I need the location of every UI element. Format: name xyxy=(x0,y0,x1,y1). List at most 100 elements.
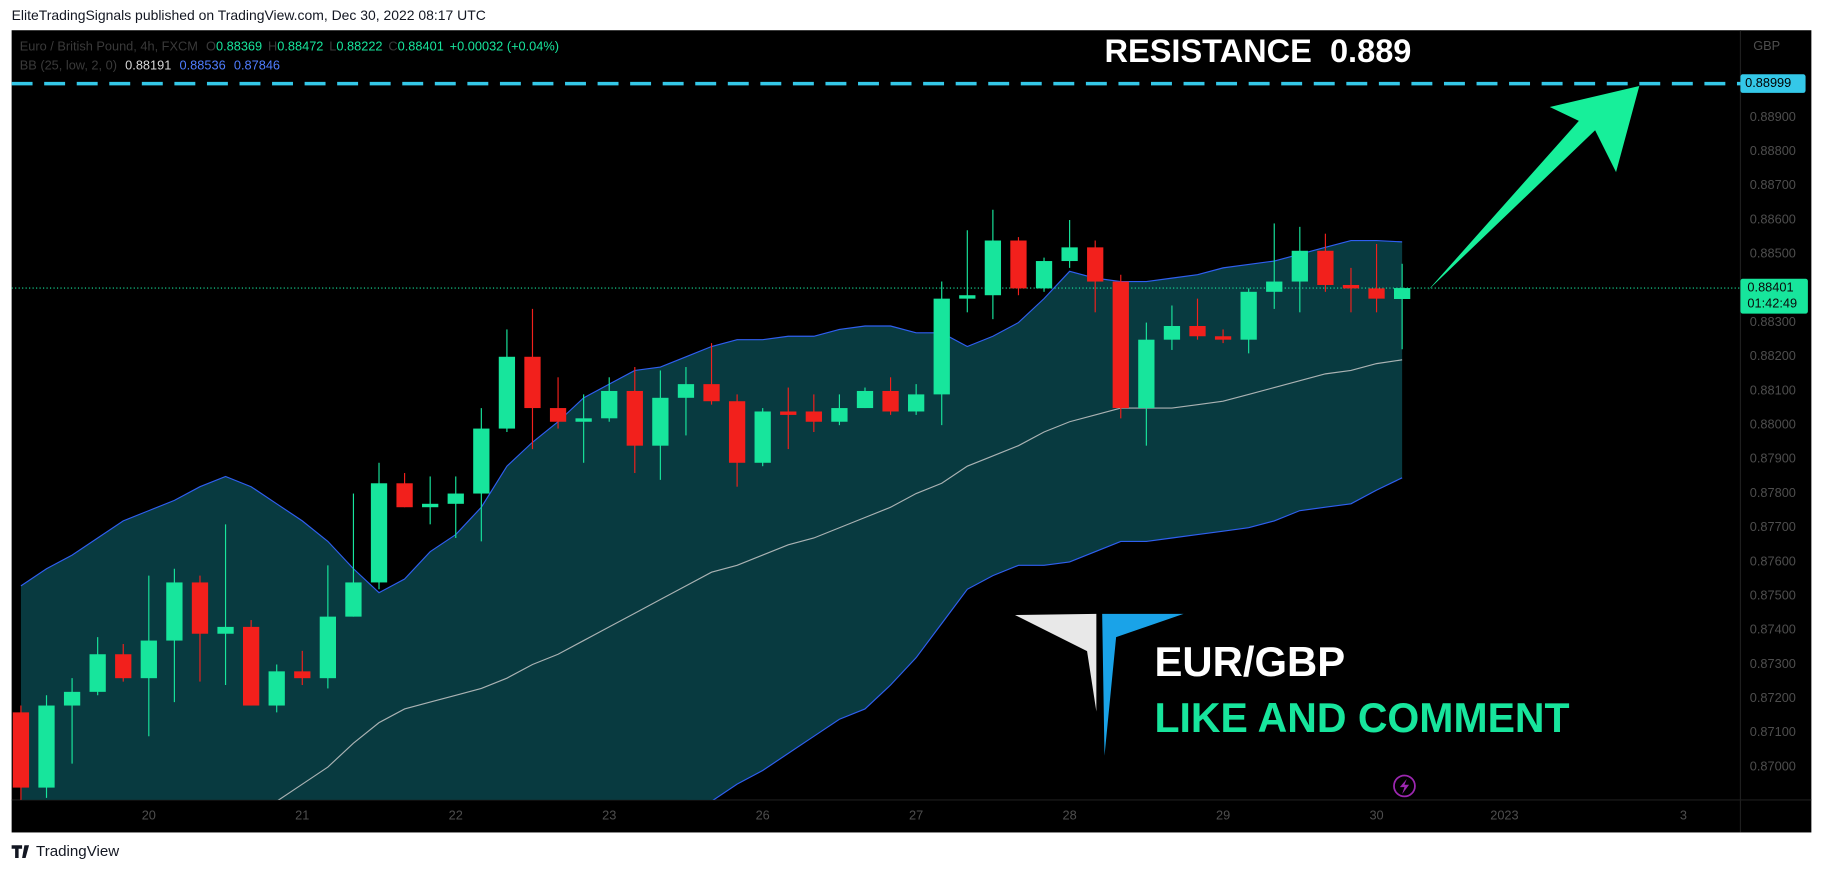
y-tick-label: 0.88200 xyxy=(1750,348,1796,363)
footer-logo xyxy=(11,845,30,859)
ohlc-value: 0.88401 xyxy=(398,39,444,54)
arrow xyxy=(1427,86,1640,291)
y-tick-label: 0.88300 xyxy=(1750,314,1796,329)
lower-value: 0.87846 xyxy=(234,58,280,73)
candle-body xyxy=(1317,250,1334,285)
y-tick-label: 0.87300 xyxy=(1750,656,1796,671)
band-basis xyxy=(277,359,1403,800)
ohlc-label: O xyxy=(206,39,216,54)
candle-body xyxy=(498,356,516,429)
candle-body xyxy=(140,640,157,679)
candle-body xyxy=(703,384,720,402)
x-tick-label: 22 xyxy=(449,808,463,823)
call-annotation: LIKE AND COMMENT xyxy=(1154,694,1569,741)
band-lower xyxy=(712,477,1403,800)
ohlc-value: 0.88369 xyxy=(216,39,262,54)
candle-body xyxy=(524,356,541,409)
candle-body xyxy=(217,626,234,634)
y-tick-label: 0.88900 xyxy=(1750,109,1796,124)
ohlc-label: L xyxy=(329,39,336,54)
y-tick-label: 0.88100 xyxy=(1750,382,1796,397)
candle-body xyxy=(370,483,388,583)
candle-body xyxy=(1087,247,1104,282)
logo-right xyxy=(1102,613,1184,756)
y-tick-label: 0.87500 xyxy=(1750,587,1796,602)
candle-body xyxy=(166,582,183,641)
candle-body xyxy=(1368,288,1385,299)
candle-body xyxy=(831,408,848,422)
candle-body xyxy=(908,394,925,412)
countdown-label: 01:42:49 xyxy=(1747,296,1797,311)
footer-brand: TradingView xyxy=(36,843,119,860)
y-tick-label: 0.87900 xyxy=(1750,451,1796,466)
band-fill xyxy=(20,240,1403,800)
resistance-price-box xyxy=(1740,74,1806,93)
resistance-price-label: 0.88999 xyxy=(1745,75,1791,90)
candle-body xyxy=(115,654,132,679)
candle-body xyxy=(1240,291,1257,340)
last-price-label: 0.88401 xyxy=(1747,279,1793,294)
x-tick-label: 2023 xyxy=(1490,808,1518,823)
candle-body xyxy=(422,503,439,508)
y-tick-label: 0.87700 xyxy=(1750,519,1796,534)
indicator: BB (25, low, 2, 0) xyxy=(20,58,117,73)
candle-body xyxy=(1138,339,1155,409)
y-tick-label: 0.87800 xyxy=(1750,485,1796,500)
candle-body xyxy=(575,418,592,422)
y-tick-label: 0.88600 xyxy=(1750,211,1796,226)
indicator-legend: BB (25, low, 2, 0) 0.88191 0.88536 0.878… xyxy=(20,58,280,73)
candle-body xyxy=(626,390,643,446)
x-tick-label: 23 xyxy=(602,808,616,823)
x-tick-label: 20 xyxy=(142,808,156,823)
candle-body xyxy=(1112,281,1129,409)
x-tick-label: 21 xyxy=(295,808,309,823)
candle-body xyxy=(1393,288,1411,299)
y-tick-label: 0.87000 xyxy=(1750,758,1796,773)
candle-body xyxy=(677,384,695,398)
y-tick-label: 0.88500 xyxy=(1750,246,1796,261)
change: +0.00032 (+0.04%) xyxy=(450,39,559,54)
candle-body xyxy=(549,408,567,422)
candle-body xyxy=(1342,284,1360,289)
y-tick-label: 0.87200 xyxy=(1750,690,1796,705)
candle-body xyxy=(754,411,771,463)
y-tick-label: 0.88700 xyxy=(1750,177,1796,192)
candle-body xyxy=(1214,336,1232,340)
candle-body xyxy=(191,582,209,634)
upper-value: 0.88536 xyxy=(180,58,226,73)
candle-body xyxy=(1266,281,1283,292)
x-tick-label: 29 xyxy=(1216,808,1230,823)
candle-body xyxy=(89,654,106,692)
x-tick-label: 28 xyxy=(1063,808,1077,823)
candle-body xyxy=(933,298,950,395)
candle-body xyxy=(63,691,81,706)
last-price-box xyxy=(1740,278,1808,314)
logo-left xyxy=(1014,613,1097,712)
candle-body xyxy=(38,705,55,788)
x-tick-label: 3 xyxy=(1680,808,1687,823)
candle-body xyxy=(805,411,822,422)
x-tick-label: 30 xyxy=(1369,808,1383,823)
symbol-legend: Euro / British Pound, 4h, FXCM O0.88369 … xyxy=(20,39,559,54)
ohlc-value: 0.88472 xyxy=(277,39,323,54)
y-tick-label: 0.87400 xyxy=(1750,622,1796,637)
x-tick-label: 27 xyxy=(909,808,923,823)
ohlc-label: C xyxy=(388,39,397,54)
y-tick-label: 0.87600 xyxy=(1750,553,1796,568)
candle-body xyxy=(984,240,1002,296)
axes: 0.87000 0.87100 0.87200 0.87300 0.87400 0.875… xyxy=(142,74,1808,823)
ohlc-label: H xyxy=(268,39,277,54)
replay-bolt xyxy=(1399,778,1410,795)
replay-icon[interactable] xyxy=(1393,774,1416,798)
candle-body xyxy=(1035,261,1053,289)
candle-body xyxy=(601,390,618,419)
y-tick-label: 0.88000 xyxy=(1750,417,1796,432)
candle-body xyxy=(12,712,30,788)
plot-area xyxy=(11,81,1741,800)
candle-body xyxy=(396,483,413,508)
candle-body xyxy=(1189,326,1206,337)
candle-body xyxy=(1291,250,1308,282)
candle-body xyxy=(294,671,311,679)
